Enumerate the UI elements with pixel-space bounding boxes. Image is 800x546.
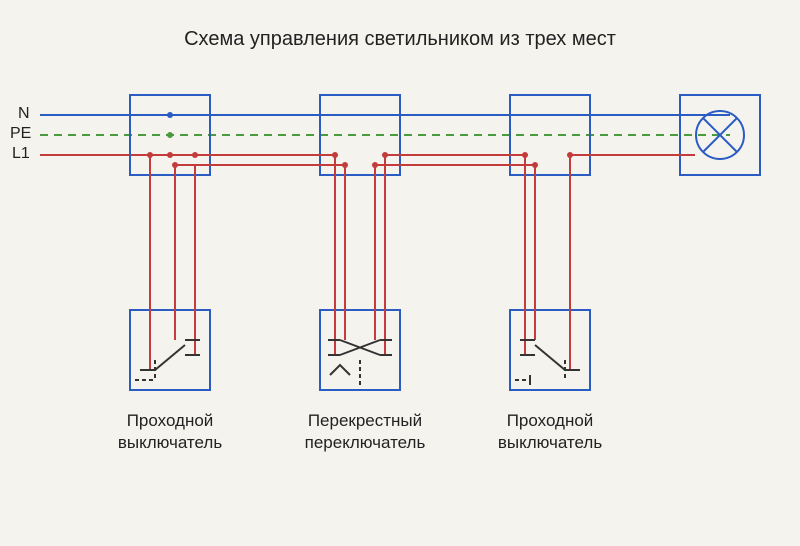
label-switch-left: Проходнойвыключатель [100,410,240,454]
wiring-svg [0,0,800,546]
label-switch-right: Проходнойвыключатель [480,410,620,454]
label-switch-middle: Перекрестныйпереключатель [290,410,440,454]
diagram-canvas: Схема управления светильником из трех ме… [0,0,800,546]
